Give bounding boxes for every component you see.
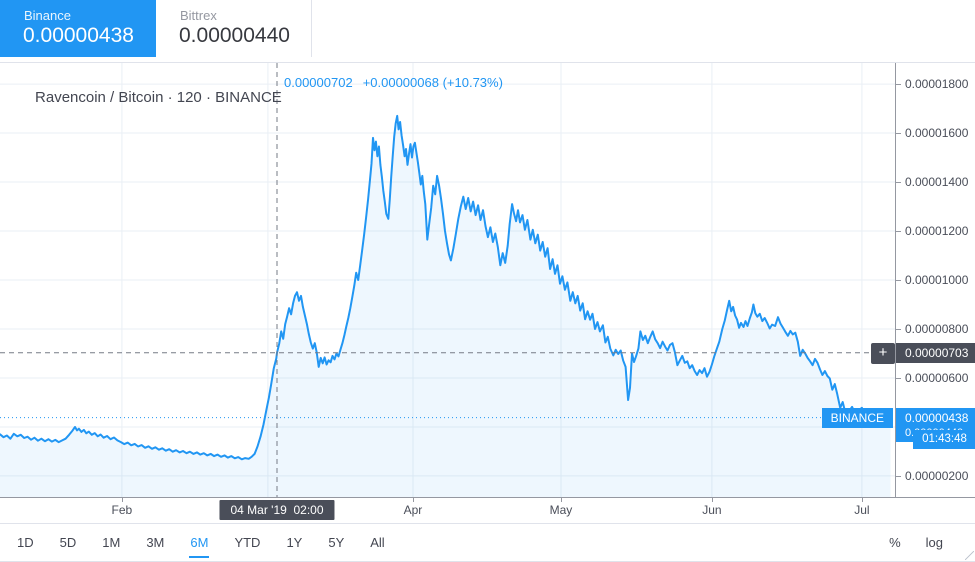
time-axis-tick — [711, 498, 713, 502]
tab-separator — [311, 0, 312, 57]
chart-canvas[interactable]: Ravencoin / Bitcoin · 120 · BINANCE 0.00… — [0, 63, 895, 497]
last-price-badge: 0.00000438 — [896, 407, 975, 428]
symbol-title[interactable]: Ravencoin / Bitcoin · 120 · BINANCE — [35, 89, 282, 106]
price-axis-label: 0.00000800 — [905, 321, 969, 336]
price-axis-tick — [896, 182, 901, 184]
price-axis-tick — [896, 231, 901, 233]
range-button-1m[interactable]: 1M — [102, 534, 121, 550]
percent-scale-button[interactable]: % — [889, 535, 901, 550]
price-axis-tick — [896, 475, 901, 477]
range-button-5y[interactable]: 5Y — [328, 534, 345, 550]
tab-binance-label: Binance — [24, 8, 71, 23]
crosshair-price-badge: 0.00000703 — [896, 342, 975, 363]
time-axis-label: May — [549, 503, 573, 517]
resize-handle-icon[interactable] — [965, 551, 974, 560]
price-axis-label: 0.00001800 — [905, 77, 969, 92]
range-button-ytd[interactable]: YTD — [234, 534, 261, 550]
time-axis-label: Feb — [111, 503, 133, 517]
scale-buttons: % log — [889, 535, 943, 550]
date-range-buttons: 1D 5D 1M 3M 6M YTD 1Y 5Y All — [16, 528, 386, 558]
ohlc-readout: 0.00000702 +0.00000068 (+10.73%) — [284, 75, 503, 90]
crosshair-plus-icon[interactable]: + — [871, 342, 895, 364]
bottom-toolbar: 1D 5D 1M 3M 6M YTD 1Y 5Y All % log — [0, 524, 975, 562]
tab-binance[interactable]: Binance 0.00000438 — [0, 0, 156, 57]
tab-bittrex-price: 0.00000440 — [179, 24, 290, 47]
range-button-1d[interactable]: 1D — [17, 534, 34, 550]
area-fill — [0, 115, 891, 497]
ohlc-change: +0.00000068 (+10.73%) — [362, 75, 503, 90]
range-button-all[interactable]: All — [370, 534, 385, 550]
tab-binance-price: 0.00000438 — [23, 24, 134, 47]
price-line — [0, 114, 892, 461]
time-axis-tick — [861, 498, 863, 502]
quote-tabs: Binance 0.00000438 Bittrex 0.00000440 — [0, 0, 975, 63]
tab-bittrex[interactable]: Bittrex 0.00000440 — [156, 0, 312, 57]
range-button-6m[interactable]: 6M — [189, 528, 210, 558]
log-scale-button[interactable]: log — [925, 535, 943, 550]
time-axis-label: Jun — [702, 503, 722, 517]
price-axis-tick — [896, 377, 901, 379]
price-axis-tick — [896, 280, 901, 281]
price-axis-label: 0.00001000 — [905, 273, 969, 287]
tab-bittrex-label: Bittrex — [180, 8, 217, 23]
price-axis[interactable]: 0.00000703 0.00000440 0.00000438 01:43:4… — [895, 63, 975, 523]
price-axis-tick — [896, 133, 901, 135]
price-axis-label: 0.00001400 — [905, 175, 969, 190]
range-button-3m[interactable]: 3M — [146, 534, 165, 550]
price-axis-label: 0.00001600 — [905, 126, 969, 141]
time-axis-tick — [412, 498, 414, 502]
bar-countdown-badge: 01:43:48 — [913, 429, 975, 449]
price-plot[interactable] — [0, 63, 895, 497]
time-axis[interactable]: 04 Mar '19 02:00 Feb Apr May Jun Jul — [0, 497, 975, 524]
price-axis-label: 0.00000200 — [905, 468, 969, 483]
ohlc-price: 0.00000702 — [284, 75, 353, 90]
time-axis-label: Apr — [403, 503, 423, 517]
price-axis-label: 0.00000600 — [905, 370, 969, 385]
range-button-5d[interactable]: 5D — [59, 534, 77, 550]
price-axis-tick — [896, 328, 901, 330]
time-axis-label: Jul — [854, 503, 870, 517]
price-axis-tick — [896, 84, 901, 86]
price-axis-label: 0.00001200 — [905, 224, 969, 239]
time-axis-tick — [121, 498, 123, 502]
range-button-1y[interactable]: 1Y — [286, 534, 303, 550]
series-label-binance: BINANCE — [821, 407, 893, 428]
crosshair-date-badge: 04 Mar '19 02:00 — [219, 500, 335, 520]
time-axis-tick — [560, 498, 562, 502]
